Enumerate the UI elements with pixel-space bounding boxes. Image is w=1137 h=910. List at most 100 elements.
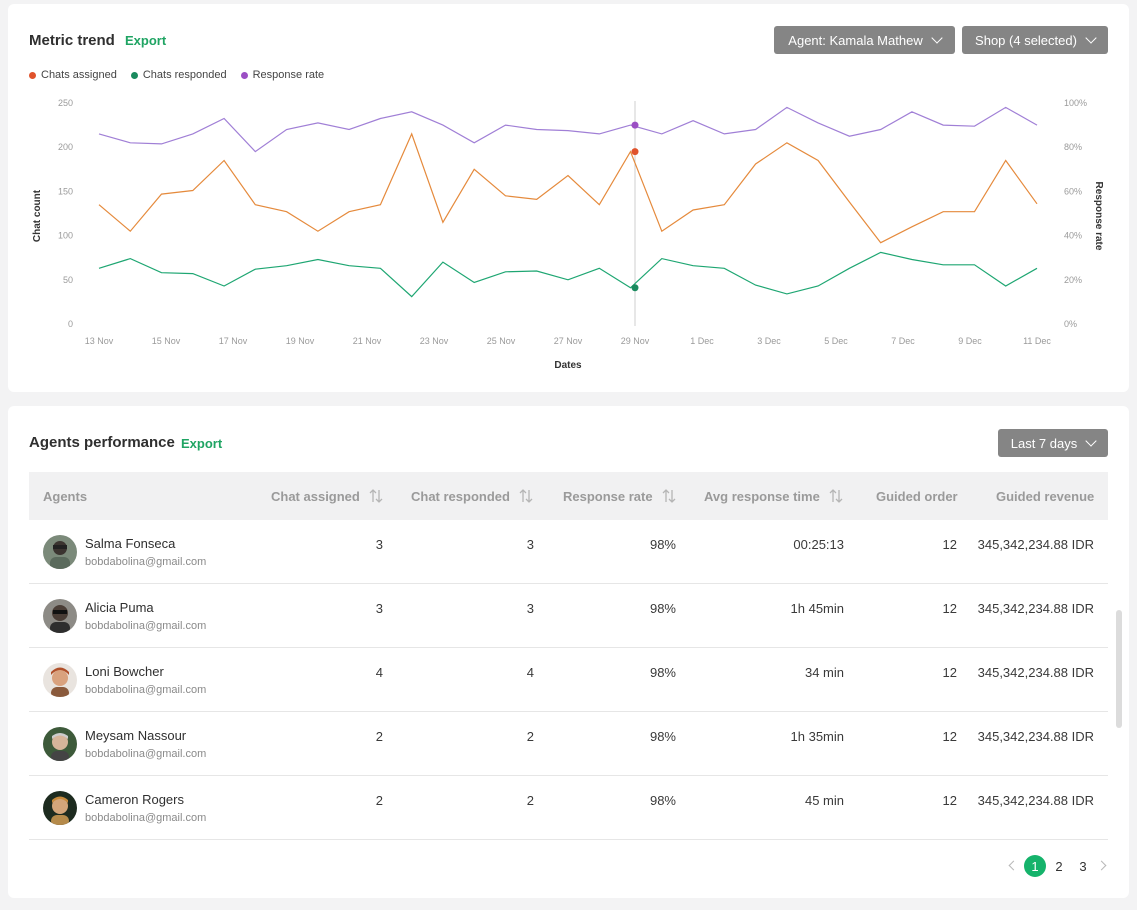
agent-email: bobdabolina@gmail.com	[85, 684, 207, 696]
page-button-3[interactable]: 3	[1079, 858, 1087, 874]
avatar	[43, 599, 77, 633]
highlight-point	[631, 121, 639, 129]
table-scrollbar[interactable]	[1116, 610, 1122, 728]
avg-response-time-value: 1h 35min	[790, 729, 844, 744]
chats-assigned-line	[98, 132, 1038, 244]
agent-name: Loni Bowcher	[85, 664, 164, 679]
response-rate-value: 98%	[649, 665, 676, 680]
y-tick-label: 100	[58, 231, 73, 241]
x-tick-label: 7 Dec	[891, 336, 915, 346]
chat-assigned-value: 2	[375, 793, 383, 808]
shop-dropdown[interactable]: Shop (4 selected)	[962, 26, 1108, 54]
table-header: Agents Chat assigned Chat responded Resp…	[29, 472, 1108, 520]
y-tick-label: 200	[58, 142, 73, 152]
agents-performance-export-link[interactable]: Export	[181, 436, 223, 451]
column-header-avg-response-time[interactable]: Avg response time	[704, 472, 844, 520]
response-rate-value: 98%	[649, 601, 676, 616]
response-rate-line	[98, 106, 1038, 153]
chats-responded-line	[98, 251, 1038, 298]
agent-name: Salma Fonseca	[85, 536, 176, 551]
avg-response-time-value: 34 min	[804, 665, 844, 680]
agents-performance-title: Agents performance	[29, 434, 175, 451]
metric-trend-title: Metric trend	[29, 32, 115, 49]
metric-trend-export-link[interactable]: Export	[125, 33, 167, 48]
chart-legend: Chats assigned Chats responded Response …	[29, 69, 324, 81]
y-tick-label: 0	[68, 319, 73, 329]
legend-item-response-rate[interactable]: Response rate	[240, 69, 325, 81]
agent-dropdown[interactable]: Agent: Kamala Mathew	[774, 26, 955, 54]
agent-email: bobdabolina@gmail.com	[85, 556, 207, 568]
column-label: Avg response time	[704, 488, 820, 504]
chat-assigned-value: 2	[375, 729, 383, 744]
table-row[interactable]: Salma Fonseca bobdabolina@gmail.com 3 3 …	[29, 520, 1108, 584]
table-row[interactable]: Cameron Rogers bobdabolina@gmail.com 2 2…	[29, 776, 1108, 840]
chat-responded-value: 2	[526, 793, 534, 808]
legend-label: Response rate	[252, 69, 325, 81]
x-tick-label: 21 Nov	[353, 336, 382, 346]
column-label: Guided order	[876, 488, 958, 504]
chevron-right-icon[interactable]	[1096, 860, 1107, 871]
chevron-left-icon[interactable]	[1008, 860, 1019, 871]
table-row[interactable]: Loni Bowcher bobdabolina@gmail.com 4 4 9…	[29, 648, 1108, 712]
chat-responded-value: 4	[526, 665, 534, 680]
guided-order-value: 12	[942, 601, 957, 616]
y2-tick-label: 60%	[1064, 186, 1082, 196]
guided-revenue-value: 345,342,234.88 IDR	[977, 537, 1094, 552]
column-label: Chat assigned	[271, 488, 360, 504]
page-button-2[interactable]: 2	[1055, 858, 1063, 874]
column-header-guided-order: Guided order	[876, 472, 958, 520]
sort-icon[interactable]	[828, 488, 844, 504]
legend-label: Chats assigned	[41, 69, 117, 81]
y2-tick-label: 40%	[1064, 231, 1082, 241]
response-rate-value: 98%	[649, 729, 676, 744]
column-header-chat-assigned[interactable]: Chat assigned	[271, 472, 384, 520]
sort-icon[interactable]	[368, 488, 384, 504]
date-range-dropdown[interactable]: Last 7 days	[998, 429, 1108, 457]
chat-assigned-value: 4	[375, 665, 383, 680]
chat-responded-value: 3	[526, 601, 534, 616]
legend-item-chats-responded[interactable]: Chats responded	[130, 69, 227, 81]
sort-icon[interactable]	[518, 488, 534, 504]
x-tick-label: 11 Dec	[1023, 336, 1051, 346]
column-header-agents: Agents	[43, 472, 87, 520]
column-label: Guided revenue	[996, 488, 1095, 504]
guided-order-value: 12	[942, 665, 957, 680]
x-tick-label: 1 Dec	[690, 336, 714, 346]
x-tick-label: 29 Nov	[621, 336, 650, 346]
y-axis-title: Chat count	[32, 189, 43, 242]
agent-email: bobdabolina@gmail.com	[85, 620, 207, 632]
chat-responded-value: 2	[526, 729, 534, 744]
column-header-response-rate[interactable]: Response rate	[563, 472, 677, 520]
page-button-1[interactable]: 1	[1024, 855, 1046, 877]
sort-icon[interactable]	[661, 488, 677, 504]
x-axis-title: Dates	[554, 360, 582, 371]
y-tick-label: 150	[58, 186, 73, 196]
y2-tick-label: 0%	[1064, 319, 1077, 329]
guided-revenue-value: 345,342,234.88 IDR	[977, 665, 1094, 680]
highlight-point	[631, 148, 639, 156]
metric-trend-chart[interactable]: 0 50 100 150 200 250 0% 20% 40% 60% 80% 100% 13 Nov 1…	[8, 4, 1129, 392]
agents-performance-card: Agents performance Export Last 7 days Ag…	[8, 406, 1129, 898]
avg-response-time-value: 1h 45min	[790, 601, 844, 616]
x-tick-label: 17 Nov	[219, 336, 248, 346]
response-rate-value: 98%	[649, 537, 676, 552]
column-label: Chat responded	[411, 488, 510, 504]
agent-dropdown-label: Agent: Kamala Mathew	[788, 32, 923, 48]
shop-dropdown-label: Shop (4 selected)	[975, 32, 1077, 48]
guided-order-value: 12	[942, 729, 957, 744]
column-header-chat-responded[interactable]: Chat responded	[411, 472, 534, 520]
table-row[interactable]: Meysam Nassour bobdabolina@gmail.com 2 2…	[29, 712, 1108, 776]
guided-order-value: 12	[942, 793, 957, 808]
y-tick-label: 250	[58, 98, 73, 108]
avg-response-time-value: 45 min	[804, 793, 844, 808]
avatar	[43, 727, 77, 761]
legend-label: Chats responded	[142, 69, 227, 81]
x-tick-label: 27 Nov	[554, 336, 583, 346]
table-row[interactable]: Alicia Puma bobdabolina@gmail.com 3 3 98…	[29, 584, 1108, 648]
legend-swatch	[29, 71, 36, 79]
guided-revenue-value: 345,342,234.88 IDR	[977, 601, 1094, 616]
chevron-down-icon	[1085, 435, 1097, 447]
guided-revenue-value: 345,342,234.88 IDR	[977, 729, 1094, 744]
legend-item-chats-assigned[interactable]: Chats assigned	[29, 69, 117, 81]
x-tick-label: 15 Nov	[152, 336, 181, 346]
